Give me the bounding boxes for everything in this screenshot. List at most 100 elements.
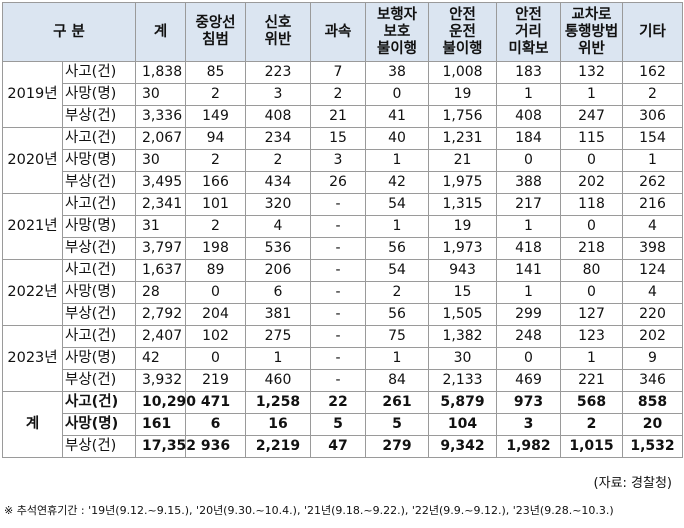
value-cell: 299 — [496, 303, 562, 326]
value-cell: 220 — [622, 303, 684, 326]
value-cell: 3,336 — [135, 105, 187, 128]
value-cell: 84 — [365, 369, 430, 392]
value-cell: 306 — [622, 105, 684, 128]
source: (자료: 경찰청) — [593, 476, 672, 491]
value-cell: 536 — [245, 237, 312, 260]
value-cell: 89 — [185, 259, 247, 282]
value-cell: 1 — [622, 149, 684, 172]
value-cell: 1 — [365, 149, 430, 172]
value-cell: - — [310, 303, 367, 326]
value-cell: 858 — [622, 391, 684, 414]
value-cell: 223 — [245, 61, 312, 84]
value-cell: 30 — [135, 149, 187, 172]
header-cell: 교차로 통행방법 위반 — [560, 2, 624, 62]
value-cell: 1,982 — [496, 435, 562, 458]
value-cell: 2,067 — [135, 127, 187, 150]
value-cell: 219 — [185, 369, 247, 392]
value-cell: 0 — [560, 281, 624, 304]
value-cell: 2,407 — [135, 325, 187, 348]
value-cell: 41 — [365, 105, 430, 128]
value-cell: 6 — [245, 281, 312, 304]
row-type: 사고(건) — [61, 127, 137, 150]
value-cell: 2 — [185, 215, 247, 238]
value-cell: 42 — [135, 347, 187, 370]
row-type: 사고(건) — [61, 325, 137, 348]
table-row: 2021년 사고(건) 2,341 101 320-54 1,315 217 118 216 — [2, 193, 684, 260]
table-row: 사망(명) 28 0 6-2 15 1 0 4 — [3, 281, 684, 304]
table-row: 부상(건) 3,495 166 434 26 42 1,975 388 202 262 — [3, 171, 684, 194]
value-cell: 19 — [428, 83, 498, 106]
value-cell: 973 — [496, 391, 562, 414]
value-cell: 149 — [185, 105, 247, 128]
header-cell: 중앙선 침범 — [185, 2, 247, 62]
row-type: 부상(건) — [61, 105, 137, 128]
value-cell: 206 — [245, 259, 312, 282]
value-cell: 166 — [185, 171, 247, 194]
value-cell: 1,015 — [560, 435, 624, 458]
value-cell: 40 — [365, 127, 430, 150]
accident-table: 구 분 계 중앙선 침범 신호 위반 과속 보행자 보호 불이행 안전 운전 불이행 안전 거… — [1, 2, 684, 458]
table-row: 부상(건) 3,336 149 408 21 41 1,756 408 247 306 — [3, 105, 684, 128]
value-cell: 247 — [560, 105, 624, 128]
value-cell: 6 — [185, 413, 247, 436]
value-cell: 104 — [428, 413, 498, 436]
value-cell: 132 — [560, 61, 624, 84]
value-cell: 2,341 — [135, 193, 187, 216]
value-cell: 21 — [310, 105, 367, 128]
value-cell: 4 — [622, 281, 684, 304]
value-cell: 1 — [365, 215, 430, 238]
table-row: 부상(건) 3,797 198 536-56 1,973 418 218 398 — [3, 237, 684, 260]
value-cell: 123 — [560, 325, 624, 348]
value-cell: 1,505 — [428, 303, 498, 326]
value-cell: 3,932 — [135, 369, 187, 392]
value-cell: 434 — [245, 171, 312, 194]
row-type: 사고(건) — [61, 61, 137, 84]
value-cell: 9,342 — [428, 435, 498, 458]
row-type: 부상(건) — [61, 303, 137, 326]
value-cell: 469 — [496, 369, 562, 392]
value-cell: 1,382 — [428, 325, 498, 348]
value-cell: 47 — [310, 435, 367, 458]
table-row: 사망(명) 42 0 1-1 30 0 1 9 — [3, 347, 684, 370]
value-cell: 31 — [135, 215, 187, 238]
value-cell: 1 — [365, 347, 430, 370]
row-type: 부상(건) — [61, 171, 137, 194]
value-cell: 80 — [560, 259, 624, 282]
value-cell: 1 — [245, 347, 312, 370]
value-cell: 1,008 — [428, 61, 498, 84]
table-row: 2019년 사고(건) 1,838 85 223 7 38 1,008 183 132 162 — [2, 61, 684, 128]
value-cell: 221 — [560, 369, 624, 392]
table-row: 부상(건) 17,352 936 2,219 47 279 9,342 1,982 1,015 1… — [3, 435, 684, 458]
value-cell: 1,756 — [428, 105, 498, 128]
row-type: 부상(건) — [61, 237, 137, 260]
table-row: 부상(건) 2,792 204 381-56 1,505 299 127 220 — [3, 303, 684, 326]
value-cell: - — [310, 193, 367, 216]
value-cell: 4 — [245, 215, 312, 238]
value-cell: 4 — [622, 215, 684, 238]
value-cell: 408 — [496, 105, 562, 128]
value-cell: 9 — [622, 347, 684, 370]
value-cell: 217 — [496, 193, 562, 216]
value-cell: 26 — [310, 171, 367, 194]
group-label: 2023년 — [2, 325, 63, 392]
table-row: 2023년 사고(건) 2,407 102 275-75 1,382 248 123 202 — [2, 325, 684, 392]
group-label: 2020년 — [2, 127, 63, 194]
value-cell: - — [310, 369, 367, 392]
value-cell: 161 — [135, 413, 187, 436]
value-cell: 1 — [496, 281, 562, 304]
value-cell: 418 — [496, 237, 562, 260]
value-cell: 346 — [622, 369, 684, 392]
value-cell: 1 — [496, 83, 562, 106]
row-type: 사망(명) — [61, 413, 137, 436]
value-cell: 262 — [622, 171, 684, 194]
value-cell: 28 — [135, 281, 187, 304]
value-cell: 2 — [245, 149, 312, 172]
value-cell: 204 — [185, 303, 247, 326]
value-cell: 3 — [245, 83, 312, 106]
value-cell: 202 — [560, 171, 624, 194]
value-cell: 16 — [245, 413, 312, 436]
value-cell: 17,352 — [135, 435, 196, 458]
value-cell: 94 — [185, 127, 247, 150]
row-type: 부상(건) — [61, 369, 137, 392]
row-type: 사망(명) — [61, 215, 137, 238]
